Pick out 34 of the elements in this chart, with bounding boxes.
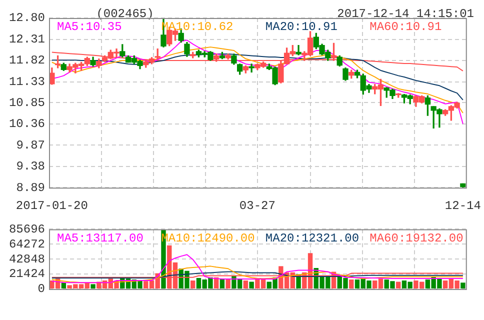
y-tick-label: 0	[38, 282, 45, 296]
x-tick-label: 12-14	[444, 198, 481, 213]
chart-subtitle: 2017-12-14 14:15:01	[337, 7, 474, 21]
bar	[226, 278, 230, 288]
bar	[349, 280, 354, 288]
y-tick-label: 21424	[8, 267, 45, 282]
y-tick-label: 11.33	[8, 74, 45, 89]
series-label: MA5:10.35	[57, 20, 122, 34]
y-tick-label: 10.85	[8, 96, 45, 110]
y-tick-label: 9.87	[16, 138, 45, 152]
bar	[249, 282, 254, 288]
bar	[190, 280, 196, 288]
y-tick-label: 12.31	[8, 32, 45, 46]
text: MA60:10.91	[370, 20, 442, 34]
y-tick-label: 10.36	[8, 117, 45, 132]
y-tick-label: 85696	[8, 222, 45, 236]
y-tick-label: 8.89	[16, 180, 45, 195]
bar	[243, 280, 248, 288]
text: MA20:12321.00	[265, 231, 360, 246]
bar	[90, 284, 96, 288]
y-tick-label: 42848	[8, 252, 45, 266]
x-tick-label: 03-27	[239, 198, 276, 213]
text: MA5:13117.00	[57, 231, 144, 246]
bar	[460, 282, 466, 288]
series-label: MA20:10.91	[265, 20, 338, 34]
y-tick-label: 12.80	[8, 11, 45, 26]
y-tick-label: 9.38	[16, 160, 45, 174]
text: MA60:19132.00	[370, 231, 464, 246]
bar	[61, 282, 66, 288]
y-tick-label: 11.82	[8, 54, 45, 68]
chart-title: (002465)	[95, 7, 155, 21]
y-tick-label: 64272	[8, 237, 45, 252]
x-tick-label: 2017-01-20	[16, 198, 88, 213]
bar	[396, 282, 401, 288]
